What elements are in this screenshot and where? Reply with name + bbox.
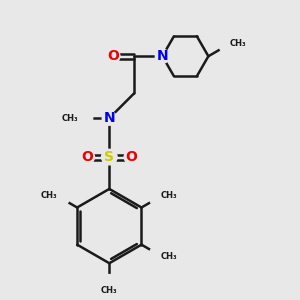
Text: S: S [104, 150, 114, 164]
Circle shape [80, 150, 94, 164]
Text: CH₃: CH₃ [161, 252, 178, 261]
Circle shape [99, 274, 119, 294]
Text: CH₃: CH₃ [41, 191, 58, 200]
Circle shape [102, 111, 116, 125]
Circle shape [50, 187, 69, 207]
Circle shape [149, 245, 169, 265]
Text: CH₃: CH₃ [161, 191, 178, 200]
Text: O: O [107, 49, 119, 63]
Circle shape [219, 36, 237, 54]
Text: CH₃: CH₃ [101, 286, 118, 295]
Text: N: N [157, 49, 168, 63]
Text: N: N [103, 111, 115, 125]
Circle shape [149, 187, 169, 207]
Circle shape [106, 49, 120, 63]
Text: O: O [125, 150, 137, 164]
Circle shape [73, 108, 93, 128]
Text: CH₃: CH₃ [62, 114, 79, 123]
Circle shape [155, 49, 170, 63]
Text: CH₃: CH₃ [230, 39, 246, 48]
Circle shape [124, 150, 138, 164]
Text: O: O [81, 150, 93, 164]
Circle shape [101, 149, 117, 165]
